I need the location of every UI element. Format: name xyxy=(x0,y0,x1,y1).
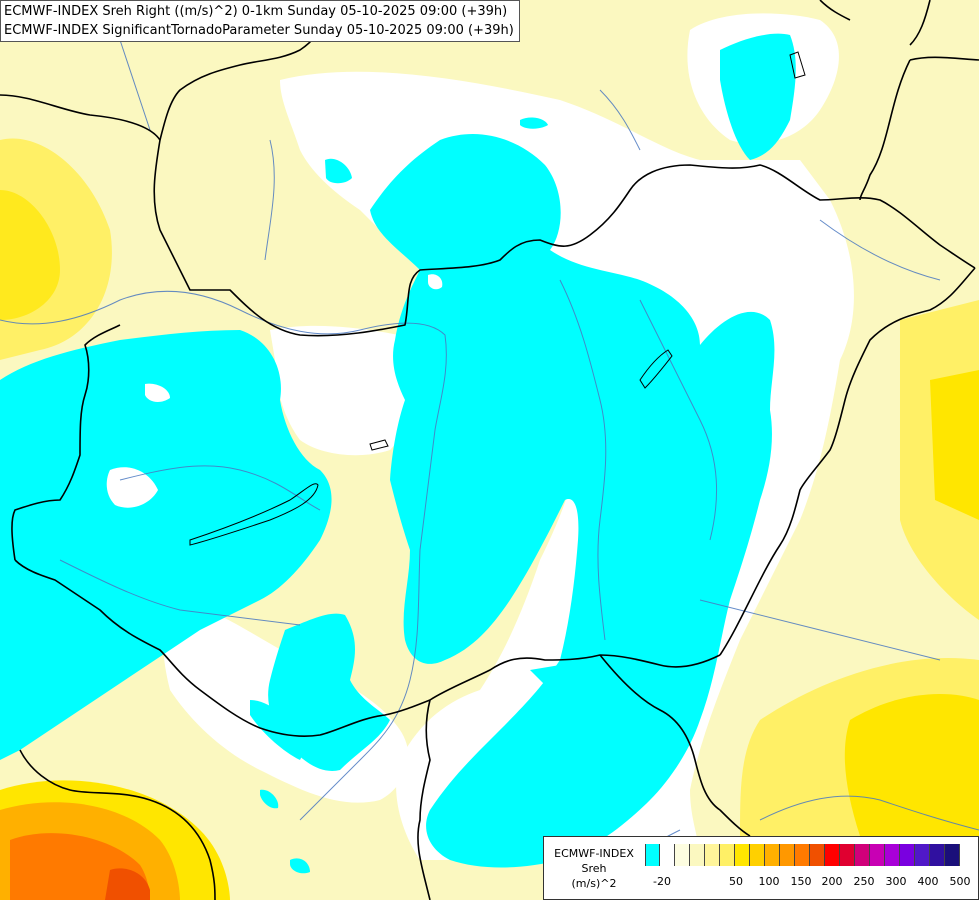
legend-swatch xyxy=(720,844,735,866)
legend-swatch xyxy=(840,844,855,866)
rivers xyxy=(0,39,979,871)
legend-swatch xyxy=(825,844,840,866)
legend-color-bar xyxy=(645,844,960,866)
legend-tick-label: 150 xyxy=(790,875,812,888)
legend-tick-label: 300 xyxy=(885,875,907,888)
legend-swatch xyxy=(915,844,930,866)
legend-swatch xyxy=(795,844,810,866)
legend-tick-label: 50 xyxy=(729,875,743,888)
legend-tick-label: -20 xyxy=(653,875,671,888)
legend-swatch xyxy=(780,844,795,866)
legend-swatch xyxy=(750,844,765,866)
legend-tick-label: 400 xyxy=(917,875,939,888)
legend-swatch xyxy=(735,844,750,866)
legend-swatch xyxy=(660,844,675,866)
title-line-stp: ECMWF-INDEX SignificantTornadoParameter … xyxy=(4,23,514,38)
color-legend: ECMWF-INDEX Sreh (m/s)^2 -20 50 100 150 200 2… xyxy=(543,836,979,900)
legend-title: ECMWF-INDEX Sreh (m/s)^2 xyxy=(548,846,640,891)
legend-unit: (m/s)^2 xyxy=(571,877,617,890)
legend-model: ECMWF-INDEX xyxy=(554,847,634,860)
map-title: ECMWF-INDEX Sreh Right ((m/s)^2) 0-1km S… xyxy=(0,0,520,42)
legend-swatch xyxy=(930,844,945,866)
sreh-negative-areas xyxy=(0,33,796,874)
legend-ticks: -2050100150200250300400500700 xyxy=(645,875,975,889)
legend-swatch xyxy=(810,844,825,866)
legend-swatch xyxy=(900,844,915,866)
legend-swatch xyxy=(705,844,720,866)
legend-swatch xyxy=(675,844,690,866)
legend-param: Sreh xyxy=(581,862,607,875)
legend-swatch xyxy=(855,844,870,866)
title-line-sreh: ECMWF-INDEX Sreh Right ((m/s)^2) 0-1km S… xyxy=(4,4,508,19)
legend-tick-label: 100 xyxy=(758,875,780,888)
legend-swatch xyxy=(765,844,780,866)
legend-swatch xyxy=(645,844,660,866)
lakes xyxy=(189,51,806,546)
legend-tick-label: 500 xyxy=(949,875,971,888)
legend-tick-label: 200 xyxy=(821,875,843,888)
legend-swatch xyxy=(945,844,960,866)
legend-tick-label: 250 xyxy=(853,875,875,888)
legend-swatch xyxy=(870,844,885,866)
legend-swatch xyxy=(690,844,705,866)
legend-swatch xyxy=(885,844,900,866)
